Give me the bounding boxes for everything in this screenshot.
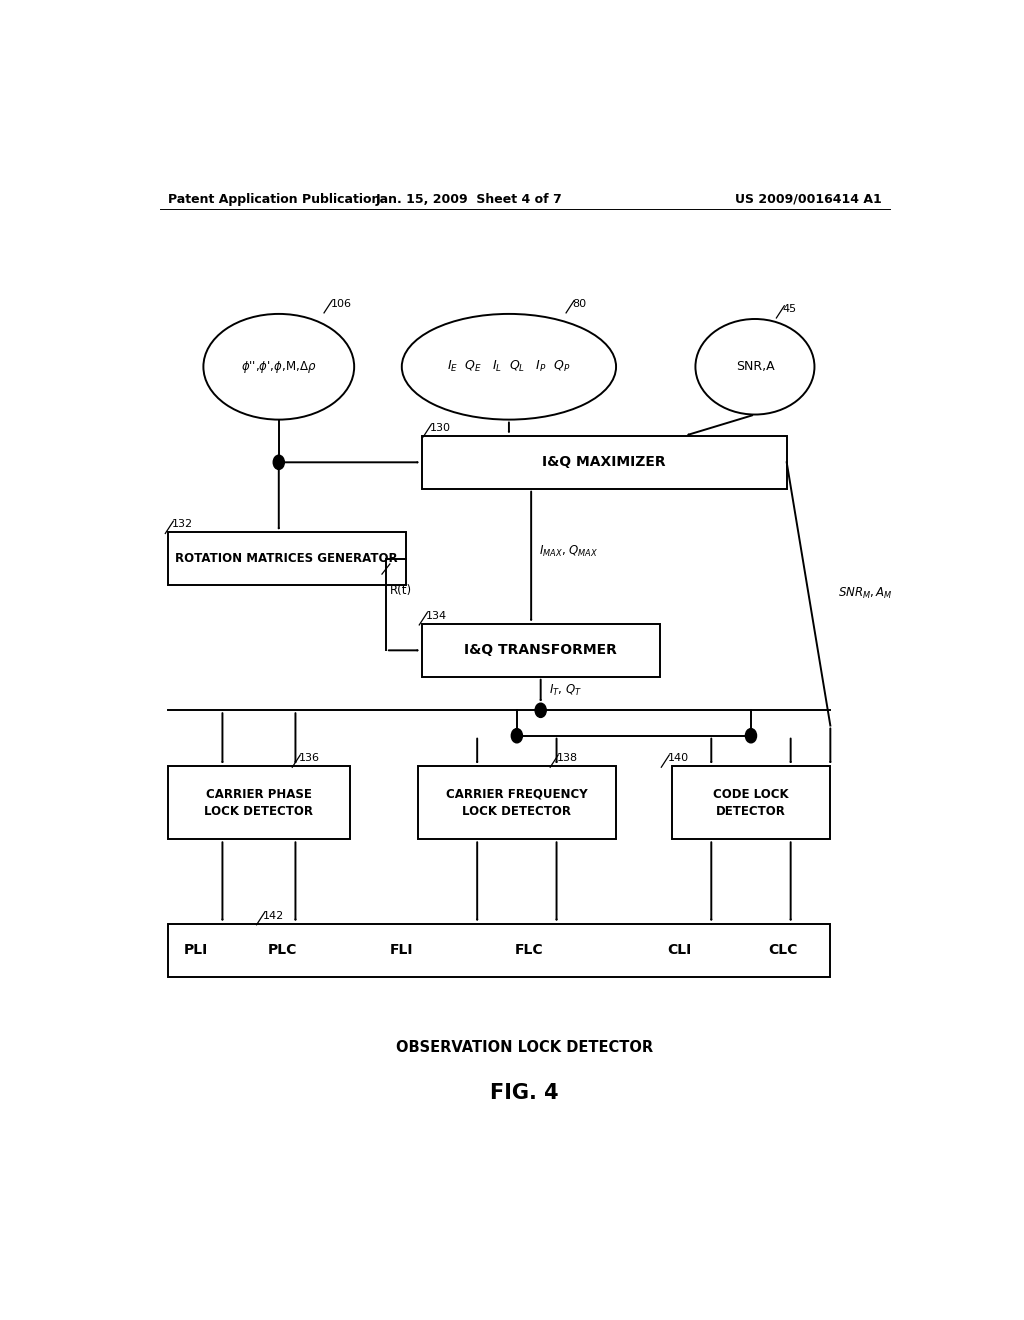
FancyBboxPatch shape bbox=[422, 624, 659, 677]
Text: 106: 106 bbox=[331, 298, 351, 309]
Text: 134: 134 bbox=[426, 611, 446, 620]
Circle shape bbox=[536, 704, 546, 718]
Text: CARRIER FREQUENCY
LOCK DETECTOR: CARRIER FREQUENCY LOCK DETECTOR bbox=[446, 788, 588, 818]
Circle shape bbox=[511, 729, 522, 743]
Text: 138: 138 bbox=[557, 754, 578, 763]
Text: Patent Application Publication: Patent Application Publication bbox=[168, 193, 380, 206]
Text: PLI: PLI bbox=[183, 944, 208, 957]
FancyBboxPatch shape bbox=[422, 436, 786, 488]
Text: $I_{MAX}$, $Q_{MAX}$: $I_{MAX}$, $Q_{MAX}$ bbox=[539, 544, 598, 558]
Ellipse shape bbox=[695, 319, 814, 414]
Text: $\phi$'',$\phi$',$\phi$,M,$\Delta\rho$: $\phi$'',$\phi$',$\phi$,M,$\Delta\rho$ bbox=[241, 359, 316, 375]
Text: 45: 45 bbox=[782, 304, 797, 314]
Text: CODE LOCK
DETECTOR: CODE LOCK DETECTOR bbox=[713, 788, 788, 818]
Text: CARRIER PHASE
LOCK DETECTOR: CARRIER PHASE LOCK DETECTOR bbox=[205, 788, 313, 818]
Text: R(t): R(t) bbox=[390, 585, 412, 597]
Ellipse shape bbox=[401, 314, 616, 420]
Text: OBSERVATION LOCK DETECTOR: OBSERVATION LOCK DETECTOR bbox=[396, 1040, 653, 1055]
Circle shape bbox=[745, 729, 757, 743]
Text: ROTATION MATRICES GENERATOR: ROTATION MATRICES GENERATOR bbox=[175, 552, 398, 565]
Text: 130: 130 bbox=[430, 422, 451, 433]
Text: 132: 132 bbox=[172, 519, 193, 529]
FancyBboxPatch shape bbox=[168, 532, 406, 585]
Text: Jan. 15, 2009  Sheet 4 of 7: Jan. 15, 2009 Sheet 4 of 7 bbox=[376, 193, 562, 206]
FancyBboxPatch shape bbox=[168, 766, 350, 840]
Text: I&Q MAXIMIZER: I&Q MAXIMIZER bbox=[543, 455, 666, 470]
Text: $I_E$  $Q_E$   $I_L$  $Q_L$   $I_P$  $Q_P$: $I_E$ $Q_E$ $I_L$ $Q_L$ $I_P$ $Q_P$ bbox=[447, 359, 570, 375]
Text: I&Q TRANSFORMER: I&Q TRANSFORMER bbox=[464, 643, 617, 657]
FancyBboxPatch shape bbox=[168, 924, 830, 977]
FancyBboxPatch shape bbox=[418, 766, 616, 840]
Ellipse shape bbox=[204, 314, 354, 420]
Text: US 2009/0016414 A1: US 2009/0016414 A1 bbox=[735, 193, 882, 206]
Text: FLI: FLI bbox=[390, 944, 414, 957]
Text: $I_T$, $Q_T$: $I_T$, $Q_T$ bbox=[549, 682, 582, 698]
Circle shape bbox=[273, 455, 285, 470]
Text: 140: 140 bbox=[668, 754, 689, 763]
Text: $SNR_M,A_M$: $SNR_M,A_M$ bbox=[839, 586, 893, 602]
Text: 80: 80 bbox=[572, 298, 587, 309]
Text: 136: 136 bbox=[299, 754, 319, 763]
Text: SNR,A: SNR,A bbox=[735, 360, 774, 374]
Text: FIG. 4: FIG. 4 bbox=[490, 1084, 559, 1104]
FancyBboxPatch shape bbox=[672, 766, 830, 840]
Text: CLC: CLC bbox=[768, 944, 798, 957]
Text: 142: 142 bbox=[263, 911, 285, 921]
Text: CLI: CLI bbox=[668, 944, 691, 957]
Text: FLC: FLC bbox=[514, 944, 543, 957]
Text: PLC: PLC bbox=[268, 944, 297, 957]
